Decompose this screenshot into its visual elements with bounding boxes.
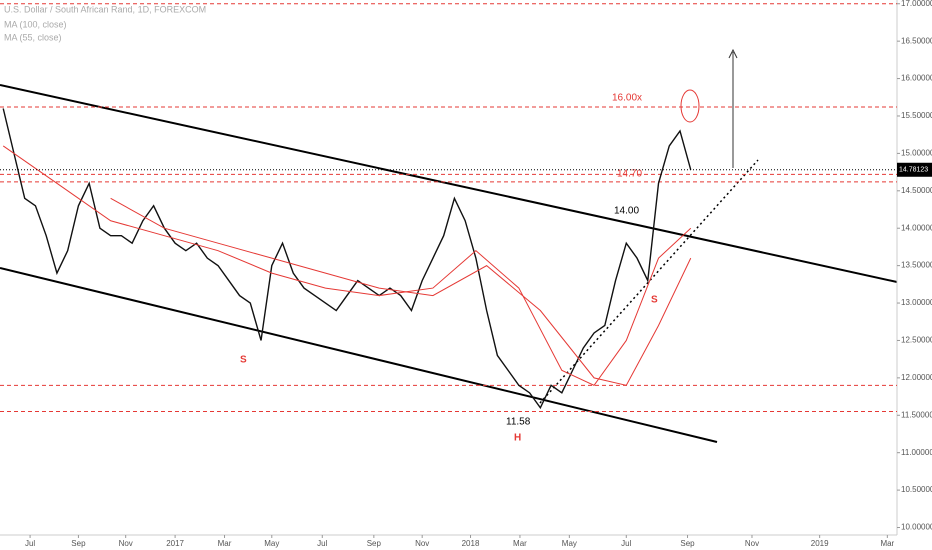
x-tick-label: May bbox=[562, 539, 577, 548]
y-tick-label: 15.00000 bbox=[901, 149, 932, 158]
y-tick-label: 16.50000 bbox=[901, 36, 932, 45]
y-tick-label: 14.00000 bbox=[901, 223, 932, 232]
x-tick-label: Jul bbox=[25, 539, 35, 548]
arrow-head bbox=[728, 48, 738, 59]
x-tick-label: Nov bbox=[745, 539, 759, 548]
x-tick-label: 2017 bbox=[166, 539, 184, 548]
y-tick-label: 11.00000 bbox=[901, 448, 932, 457]
x-tick-label: Sep bbox=[367, 539, 382, 548]
x-tick-label: Jul bbox=[621, 539, 631, 548]
channel-lower bbox=[0, 267, 718, 443]
x-tick-label: Mar bbox=[218, 539, 232, 548]
moving-average bbox=[2, 145, 692, 386]
x-tick-label: Sep bbox=[680, 539, 695, 548]
x-tick-label: Nov bbox=[119, 539, 133, 548]
legend-ma55: MA (55, close) bbox=[4, 32, 62, 42]
y-tick-label: 12.50000 bbox=[901, 336, 932, 345]
annotation: H bbox=[514, 433, 521, 444]
y-tick-label: 10.50000 bbox=[901, 485, 932, 494]
x-tick-label: Sep bbox=[71, 539, 86, 548]
annotation: 16.00x bbox=[612, 93, 642, 104]
y-tick-label: 15.50000 bbox=[901, 111, 932, 120]
channel-upper bbox=[0, 84, 898, 283]
annotation: 14.70 bbox=[617, 169, 642, 180]
price-line bbox=[2, 108, 692, 410]
legend-ma100: MA (100, close) bbox=[4, 19, 67, 29]
annotation: 14.00 bbox=[614, 206, 639, 217]
symbol-title: U.S. Dollar / South African Rand, 1D, FO… bbox=[4, 4, 206, 14]
x-tick-label: Jul bbox=[317, 539, 327, 548]
x-tick-label: Mar bbox=[880, 539, 894, 548]
annotation: S bbox=[240, 355, 247, 366]
x-tick-label: Mar bbox=[513, 539, 527, 548]
y-tick-label: 16.00000 bbox=[901, 74, 932, 83]
y-tick-label: 17.00000 bbox=[901, 0, 932, 8]
last-price-box bbox=[897, 162, 932, 177]
y-tick-label: 12.00000 bbox=[901, 373, 932, 382]
y-tick-label: 10.00000 bbox=[901, 523, 932, 532]
annotation: S bbox=[651, 295, 658, 306]
last-price-label: 14.78123 bbox=[899, 167, 928, 174]
moving-average bbox=[110, 197, 692, 386]
y-tick-label: 13.00000 bbox=[901, 298, 932, 307]
x-tick-label: 2018 bbox=[462, 539, 480, 548]
annotation: 11.58 bbox=[506, 417, 531, 428]
y-tick-label: 14.50000 bbox=[901, 186, 932, 195]
y-tick-label: 11.50000 bbox=[901, 410, 932, 419]
x-tick-label: Nov bbox=[415, 539, 429, 548]
y-tick-label: 13.50000 bbox=[901, 261, 932, 270]
top-circle bbox=[680, 89, 700, 123]
x-tick-label: 2019 bbox=[811, 539, 829, 548]
x-tick-label: May bbox=[264, 539, 279, 548]
